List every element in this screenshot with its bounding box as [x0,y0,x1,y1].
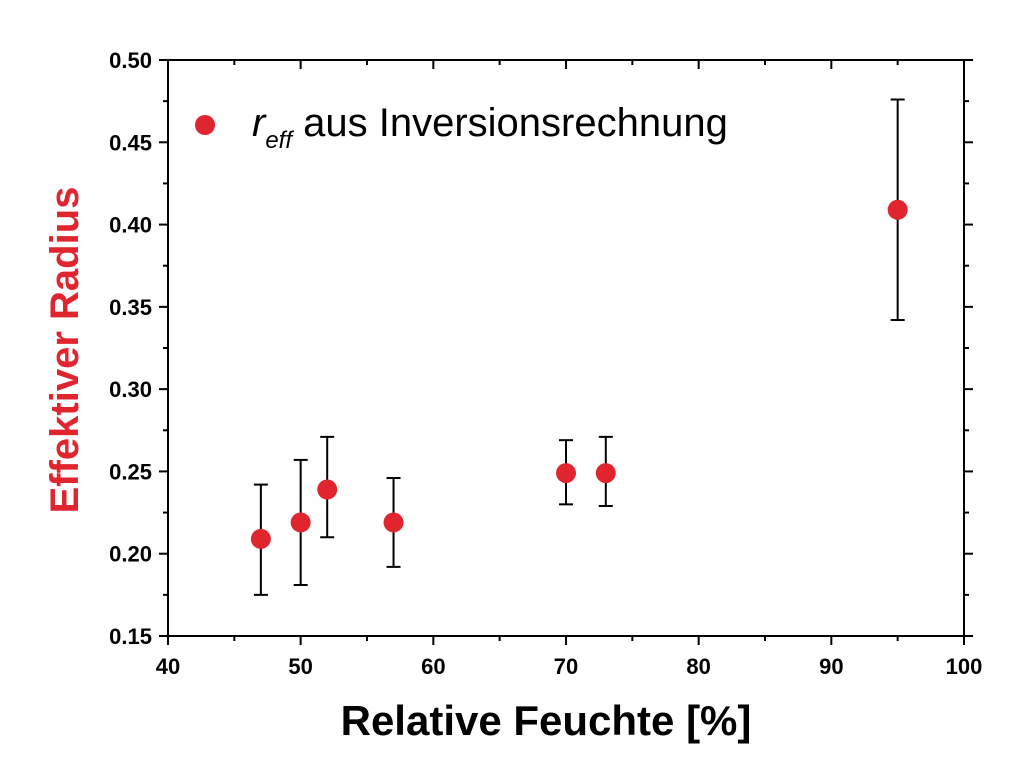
y-tick-label: 0.35 [109,295,152,320]
error-bars [253,98,905,596]
x-tick-label: 60 [421,654,445,679]
data-point [887,199,908,220]
y-tick-label: 0.50 [109,48,152,73]
y-tick-label: 0.45 [109,130,152,155]
y-tick-label: 0.25 [109,459,152,484]
x-tick-label: 70 [554,654,578,679]
x-tick-label: 50 [288,654,312,679]
legend-label: reff aus Inversionsrechnung [252,101,728,154]
x-tick-label: 100 [946,654,983,679]
x-tick-label: 40 [156,654,180,679]
data-points [250,199,908,549]
y-tick-label: 0.15 [109,624,152,649]
y-tick-label: 0.40 [109,213,152,238]
x-tick-label: 80 [686,654,710,679]
x-axis-title: Relative Feuchte [%] [341,697,752,744]
x-tick-label: 90 [819,654,843,679]
data-point [317,479,338,500]
data-point [556,463,576,484]
legend-text-rest: aus Inversionsrechnung [292,101,728,145]
axis-ticks [159,59,973,645]
data-point [383,512,404,533]
legend-marker [195,115,215,135]
data-point [250,528,271,549]
legend: reff aus Inversionsrechnung [195,101,728,154]
data-point [290,512,311,533]
y-tick-label: 0.20 [109,542,152,567]
tick-labels: 40 50 60 70 80 90 100 0.15 0.20 0.25 0.30 0.35 0.40 0… [109,48,982,679]
legend-symbol: r [252,101,267,145]
data-point [595,463,616,484]
legend-subscript: eff [265,127,294,154]
y-tick-label: 0.30 [109,377,152,402]
y-axis-title: Effektiver Radius [43,187,87,514]
